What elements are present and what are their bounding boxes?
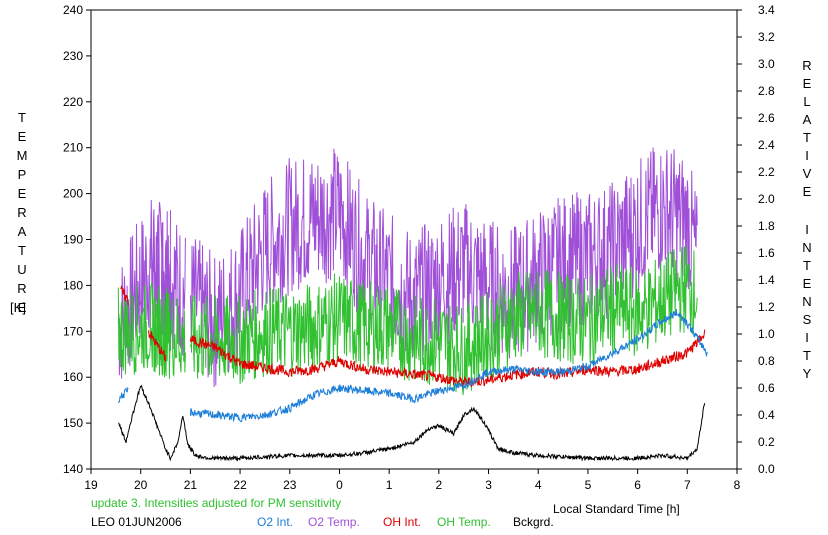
series-line-oh-int- (189, 329, 706, 389)
x-tick-label: 2 (436, 478, 443, 492)
right-axis-letter: A (803, 112, 812, 127)
left-tick-label: 170 (63, 324, 83, 338)
right-axis-letter: V (803, 166, 812, 181)
right-tick-label: 0.6 (758, 381, 775, 395)
left-tick-label: 240 (63, 3, 83, 17)
left-axis-letter: T (18, 243, 26, 258)
x-tick-label: 0 (336, 478, 343, 492)
right-axis-letter: T (803, 130, 811, 145)
annotation-text: update 3. Intensities adjusted for PM se… (91, 496, 342, 510)
right-axis-letter: T (803, 348, 811, 363)
series-line-o2-temp- (189, 147, 698, 388)
x-tick-label: 19 (84, 478, 98, 492)
x-tick-label: 20 (134, 478, 148, 492)
legend-oh-temp: OH Temp. (437, 515, 491, 529)
right-axis-letter: E (803, 76, 812, 91)
right-tick-label: 1.6 (758, 246, 775, 260)
left-axis-letter: T (18, 110, 26, 125)
series-line-oh-temp- (150, 287, 186, 379)
right-tick-label: 3.4 (758, 3, 775, 17)
left-axis-letter: P (18, 167, 27, 182)
left-axis-letter: M (17, 148, 28, 163)
left-tick-label: 210 (63, 141, 83, 155)
right-axis-letter: E (803, 184, 812, 199)
series-line-oh-temp- (117, 282, 171, 378)
x-axis-label: Local Standard Time [h] (553, 502, 680, 516)
right-axis-letter: I (805, 222, 809, 237)
right-tick-label: 3.2 (758, 30, 775, 44)
legend-oh-int: OH Int. (383, 515, 422, 529)
x-tick-label: 8 (734, 478, 741, 492)
left-tick-label: 180 (63, 278, 83, 292)
right-axis-letter: L (803, 94, 810, 109)
legend-o2-int: O2 Int. (257, 515, 294, 529)
series-line-o2-temp- (150, 209, 186, 356)
right-tick-label: 1.4 (758, 273, 775, 287)
right-tick-label: 3.0 (758, 57, 775, 71)
left-tick-label: 140 (63, 462, 83, 476)
left-tick-label: 200 (63, 187, 83, 201)
left-axis-letter: R (17, 281, 26, 296)
left-axis-letter: E (18, 129, 27, 144)
x-tick-label: 23 (283, 478, 297, 492)
right-tick-label: 1.0 (758, 327, 775, 341)
x-tick-label: 7 (684, 478, 691, 492)
legend-o2-temp: O2 Temp. (308, 515, 360, 529)
series-line-oh-int- (120, 284, 129, 305)
right-tick-label: 2.6 (758, 111, 775, 125)
x-tick-label: 4 (535, 478, 542, 492)
left-tick-label: 160 (63, 370, 83, 384)
station-date-label: LEO 01JUN2006 (91, 515, 182, 529)
right-tick-label: 2.4 (758, 138, 775, 152)
legend-bckgrd: Bckgrd. (513, 515, 554, 529)
x-tick-label: 22 (233, 478, 247, 492)
series-line-oh-int- (147, 329, 166, 362)
right-axis-letter: N (802, 294, 811, 309)
right-axis-letter: N (802, 240, 811, 255)
x-tick-label: 6 (634, 478, 641, 492)
right-tick-label: 0.2 (758, 435, 775, 449)
x-tick-label: 21 (184, 478, 198, 492)
right-tick-label: 0.0 (758, 462, 775, 476)
left-tick-label: 150 (63, 416, 83, 430)
right-axis-letter: E (803, 276, 812, 291)
right-axis-letter: T (803, 258, 811, 273)
right-tick-label: 0.8 (758, 354, 775, 368)
right-tick-label: 2.2 (758, 165, 775, 179)
x-tick-label: 5 (585, 478, 592, 492)
left-axis-letter: R (17, 205, 26, 220)
left-axis-letter: E (18, 300, 27, 315)
right-axis-letter: S (803, 312, 812, 327)
right-tick-label: 2.0 (758, 192, 775, 206)
right-tick-label: 1.8 (758, 219, 775, 233)
x-tick-label: 3 (485, 478, 492, 492)
right-axis-letter: I (805, 148, 809, 163)
series-line-bckgrd- (118, 384, 706, 462)
left-axis-unit: [K] (10, 300, 26, 315)
right-axis-letter: Y (803, 366, 812, 381)
series-line-o2-int- (117, 386, 129, 404)
right-tick-label: 1.2 (758, 300, 775, 314)
left-tick-label: 230 (63, 49, 83, 63)
left-tick-label: 190 (63, 233, 83, 247)
right-axis-letter: I (805, 330, 809, 345)
x-tick-label: 1 (386, 478, 393, 492)
left-axis-letter: U (17, 262, 26, 277)
right-axis-letter: R (802, 58, 811, 73)
left-axis-letter: E (18, 186, 27, 201)
right-tick-label: 2.8 (758, 84, 775, 98)
series-line-o2-int- (189, 308, 708, 423)
left-axis-letter: A (18, 224, 27, 239)
right-tick-label: 0.4 (758, 408, 775, 422)
left-tick-label: 220 (63, 95, 83, 109)
